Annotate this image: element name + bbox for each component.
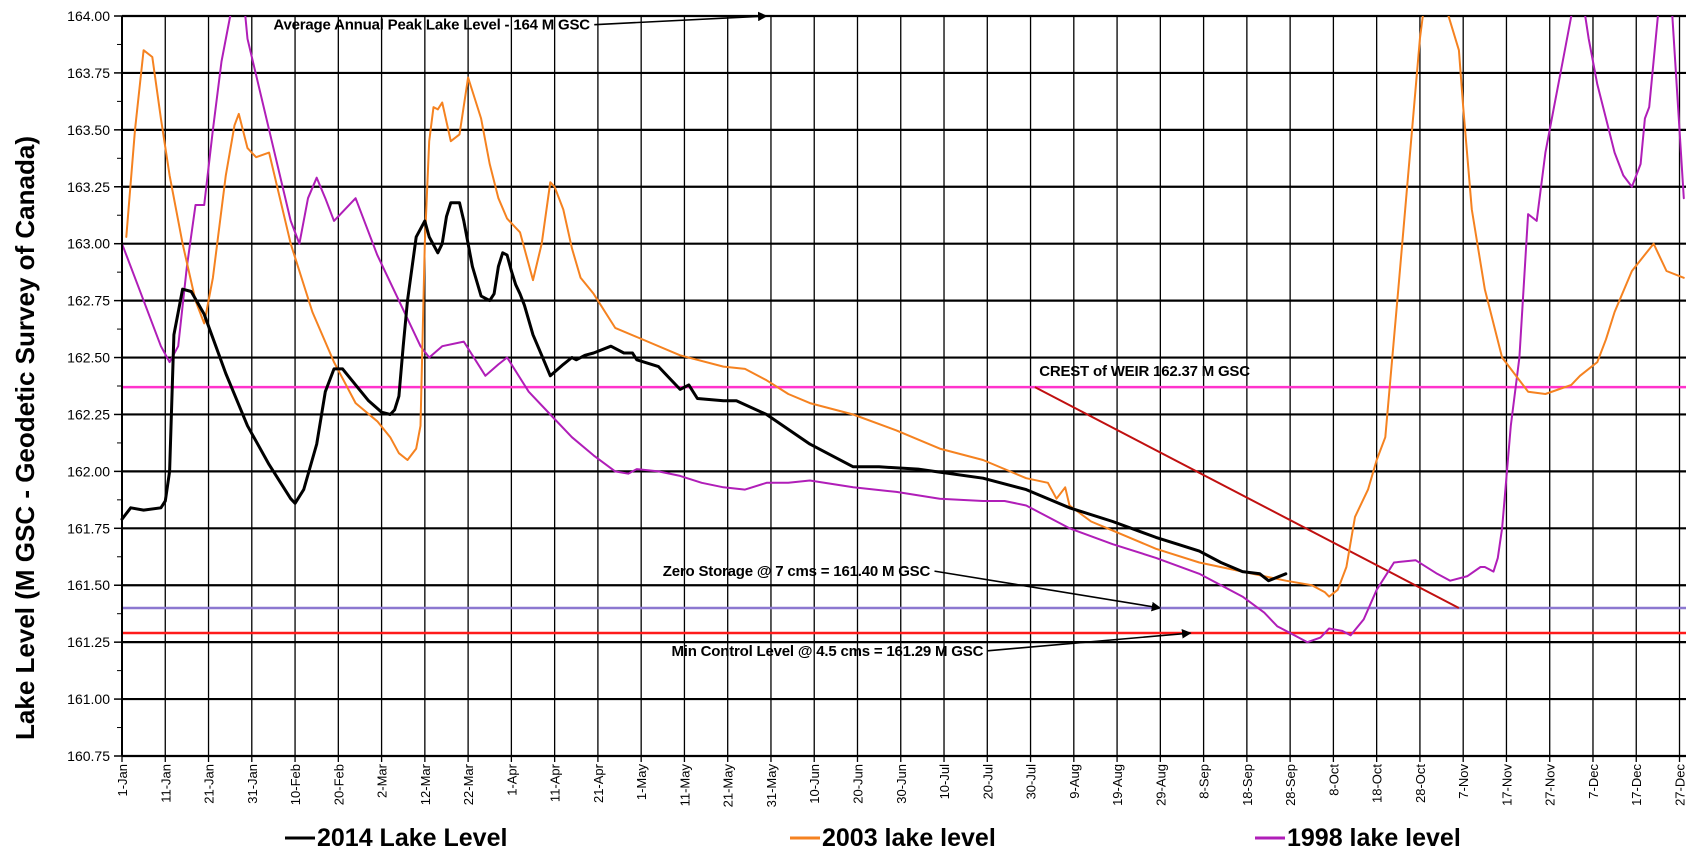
x-tick-label: 12-Mar bbox=[418, 763, 433, 805]
y-tick-label: 161.00 bbox=[67, 691, 110, 707]
x-tick-label: 10-Jul bbox=[937, 764, 952, 800]
x-tick-label: 1-Jan bbox=[115, 764, 130, 797]
x-tick-label: 20-Jul bbox=[980, 764, 995, 800]
y-tick-label: 161.25 bbox=[67, 634, 110, 650]
legend-label: 1998 lake level bbox=[1287, 824, 1461, 852]
annotations: Average Annual Peak Lake Level - 164 M G… bbox=[273, 11, 1250, 660]
annotation-arrow bbox=[594, 11, 768, 26]
x-tick-label: 11-Apr bbox=[548, 763, 563, 802]
y-axis-label: Lake Level (M GSC - Geodetic Survey of C… bbox=[10, 136, 40, 740]
x-tick-label: 18-Oct bbox=[1370, 764, 1385, 803]
x-tick-label: 30-Jun bbox=[894, 764, 909, 804]
x-tick-label: 8-Sep bbox=[1197, 764, 1212, 799]
x-tick-label: 9-Aug bbox=[1067, 764, 1082, 799]
x-tick-label: 27-Dec bbox=[1673, 764, 1686, 806]
x-tick-label: 29-Aug bbox=[1153, 764, 1168, 806]
x-tick-label: 8-Oct bbox=[1326, 764, 1341, 796]
annotation-arrow bbox=[934, 570, 1162, 612]
annotation-text: CREST of WEIR 162.37 M GSC bbox=[1039, 363, 1250, 380]
y-tick-label: 163.75 bbox=[67, 65, 110, 81]
x-tick-label: 22-Mar bbox=[461, 763, 476, 805]
y-tick-label: 163.25 bbox=[67, 179, 110, 195]
axes: 164.00 163.75 163.50 163.25 163.00 162.75 162.… bbox=[67, 8, 1686, 807]
x-tick-label: 27-Nov bbox=[1543, 764, 1558, 806]
x-tick-label: 20-Feb bbox=[331, 764, 346, 805]
annotation-text: Min Control Level @ 4.5 cms = 161.29 M G… bbox=[671, 643, 983, 660]
annotation-text: Zero Storage @ 7 cms = 161.40 M GSC bbox=[663, 563, 931, 580]
x-tick-label: 21-Jan bbox=[202, 764, 217, 804]
x-tick-label: 30-Jul bbox=[1024, 764, 1039, 800]
x-tick-label: 11-May bbox=[677, 764, 692, 807]
x-tick-label: 2-Mar bbox=[375, 763, 390, 798]
x-tick-label: 31-Jan bbox=[245, 764, 260, 804]
series-line-2014-lake-level bbox=[120, 201, 1288, 583]
x-tick-label: 21-May bbox=[721, 764, 736, 808]
y-tick-label: 163.00 bbox=[67, 236, 110, 252]
x-tick-label: 1-Apr bbox=[504, 763, 519, 795]
y-tick-label: 162.75 bbox=[67, 293, 110, 309]
annotation-text: Average Annual Peak Lake Level - 164 M G… bbox=[273, 17, 590, 34]
x-tick-label: 17-Dec bbox=[1629, 764, 1644, 806]
x-tick-label: 21-Apr bbox=[591, 763, 606, 803]
y-tick-label: 164.00 bbox=[67, 8, 110, 24]
y-tick-label: 163.50 bbox=[67, 122, 110, 138]
annotation-arrow bbox=[987, 629, 1192, 652]
legend-label: 2003 lake level bbox=[822, 824, 996, 852]
y-tick-label: 161.50 bbox=[67, 577, 110, 593]
x-tick-label: 19-Aug bbox=[1110, 764, 1125, 806]
x-tick-label: 1-May bbox=[634, 764, 649, 801]
x-tick-label: 18-Sep bbox=[1240, 764, 1255, 806]
x-tick-label: 10-Feb bbox=[288, 764, 303, 805]
x-tick-label: 31-May bbox=[764, 764, 779, 808]
y-tick-label: 162.25 bbox=[67, 406, 110, 422]
x-tick-label: 17-Nov bbox=[1499, 764, 1514, 806]
series-line-2003-lake-level bbox=[125, 16, 1685, 598]
y-tick-label: 162.00 bbox=[67, 463, 110, 479]
x-tick-label: 20-Jun bbox=[850, 764, 865, 804]
y-tick-label: 161.75 bbox=[67, 520, 110, 536]
reference-lines bbox=[122, 385, 1686, 635]
x-tick-label: 28-Sep bbox=[1283, 764, 1298, 806]
x-tick-label: 10-Jun bbox=[807, 764, 822, 804]
x-tick-label: 28-Oct bbox=[1413, 764, 1428, 803]
series-layer bbox=[120, 16, 1685, 644]
y-tick-label: 162.50 bbox=[67, 350, 110, 366]
x-tick-label: 7-Dec bbox=[1586, 764, 1601, 799]
series-line-1998-lake-level bbox=[121, 16, 1685, 644]
legend-label: 2014 Lake Level bbox=[317, 824, 507, 852]
legend: 2014 Lake Level 2003 lake level 1998 lake … bbox=[285, 824, 1461, 852]
x-tick-label: 7-Nov bbox=[1456, 764, 1471, 799]
x-tick-label: 11-Jan bbox=[158, 764, 173, 803]
y-tick-label: 160.75 bbox=[67, 748, 110, 764]
